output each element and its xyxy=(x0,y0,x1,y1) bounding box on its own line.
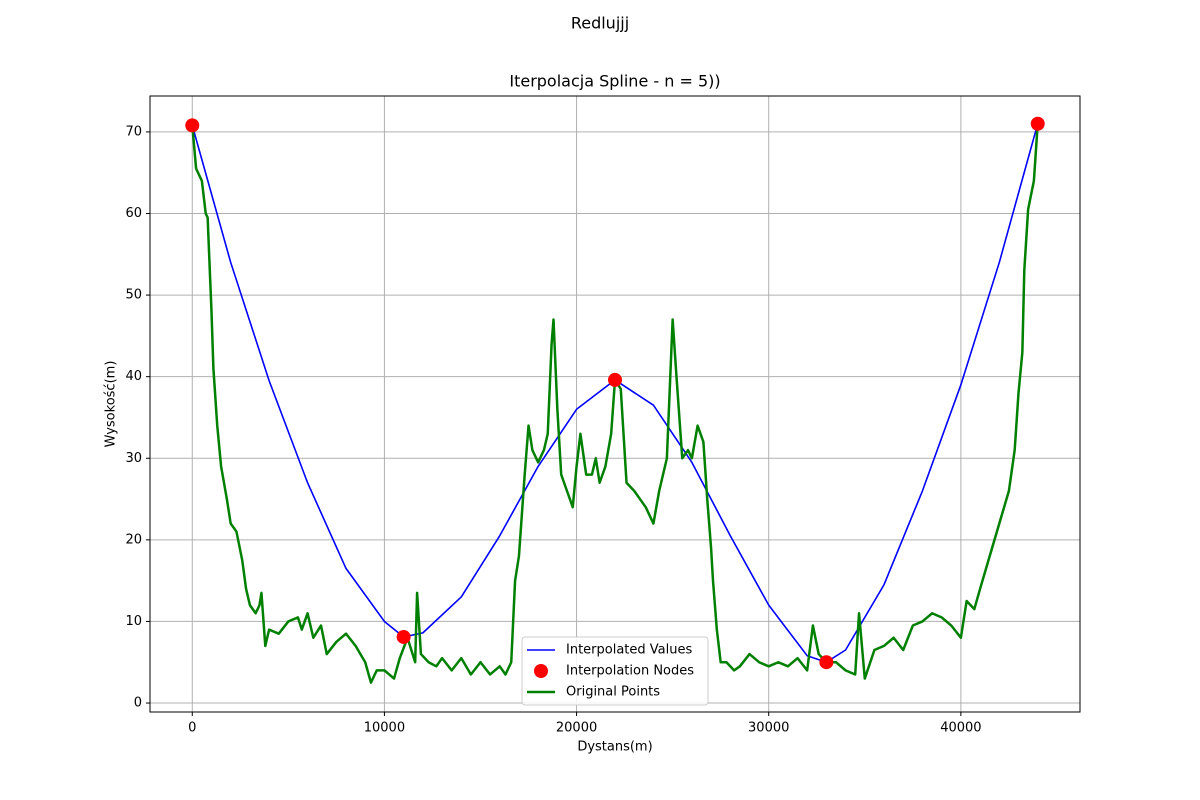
y-tick-label: 0 xyxy=(134,696,142,711)
y-axis-label: Wysokość(m) xyxy=(104,361,119,448)
y-tick-label: 30 xyxy=(125,451,142,466)
chart-title: Redlujjj xyxy=(571,14,629,33)
node-marker xyxy=(1030,116,1045,131)
x-tick-label: 10000 xyxy=(364,721,405,736)
x-tick-label: 0 xyxy=(188,721,196,736)
x-axis-label: Dystans(m) xyxy=(577,740,652,755)
y-tick-label: 40 xyxy=(125,369,142,384)
node-marker xyxy=(819,655,834,670)
plot-frame xyxy=(149,95,1081,713)
legend-label: Interpolation Nodes xyxy=(566,664,694,679)
x-tick-label: 40000 xyxy=(940,721,981,736)
y-tick-label: 20 xyxy=(125,532,142,547)
x-tick-label: 30000 xyxy=(748,721,789,736)
chart-subtitle: Iterpolacja Spline - n = 5)) xyxy=(509,72,720,91)
series-line xyxy=(191,123,1039,684)
legend-label: Interpolated Values xyxy=(566,643,692,658)
y-tick-label: 50 xyxy=(125,288,142,303)
legend-label: Original Points xyxy=(566,685,660,700)
y-tick-label: 10 xyxy=(125,614,142,629)
node-marker xyxy=(396,629,411,644)
legend-marker xyxy=(534,664,548,678)
legend-box xyxy=(521,636,709,706)
node-marker xyxy=(185,118,200,133)
legend: Interpolated Values Interpolation Nodes Or… xyxy=(521,636,709,706)
y-tick-label: 60 xyxy=(125,206,142,221)
x-tick-label: 20000 xyxy=(556,721,597,736)
node-marker xyxy=(608,372,622,387)
y-tick-label: 70 xyxy=(125,124,142,139)
